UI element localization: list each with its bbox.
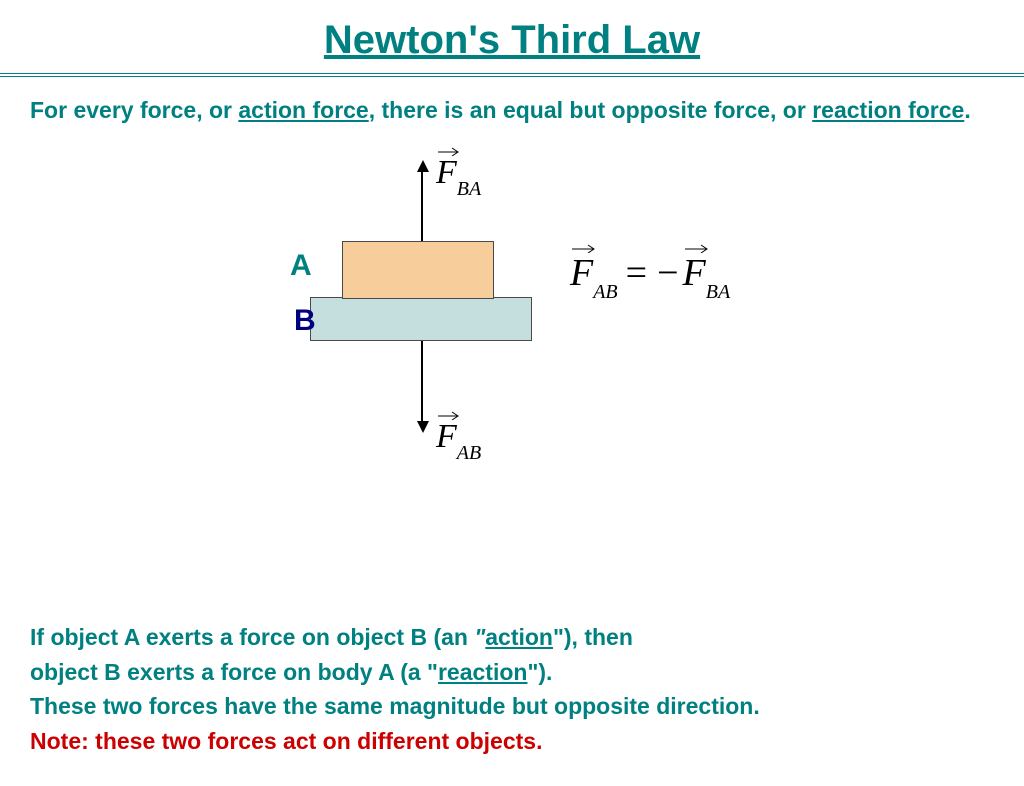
eq-F2: F: [683, 252, 706, 294]
title-divider: [0, 73, 1024, 77]
intro-paragraph: For every force, or action force, there …: [30, 95, 994, 126]
l2b: ").: [527, 659, 552, 685]
line2: object B exerts a force on body A (a "re…: [30, 655, 994, 690]
equation: FAB=−FBA: [570, 251, 730, 300]
eq-sub-ba: BA: [706, 281, 730, 303]
force-sub-ab: AB: [457, 442, 481, 464]
eq-sub-ab: AB: [593, 281, 617, 303]
l2a: object B exerts a force on body A (a ": [30, 659, 438, 685]
label-a: A: [290, 249, 312, 283]
line3: These two forces have the same magnitude…: [30, 689, 994, 724]
diagram: A B FBA FAB FAB=−FBA: [0, 136, 1024, 466]
bottom-text: If object A exerts a force on object B (…: [30, 620, 994, 758]
l2-reaction: reaction: [438, 659, 527, 685]
line4-note: Note: these two forces act on different …: [30, 724, 994, 759]
block-b: [310, 297, 532, 341]
page-title: Newton's Third Law: [0, 18, 1024, 63]
eq-equals: =: [618, 252, 655, 294]
eq-F1: F: [570, 252, 593, 294]
l1q1: ": [474, 624, 485, 650]
force-label-fba: FBA: [436, 154, 481, 197]
label-b: B: [294, 304, 316, 338]
arrowhead-down-icon: [417, 421, 429, 433]
force-label-fab: FAB: [436, 418, 481, 461]
intro-pre: For every force, or: [30, 97, 238, 123]
intro-action-force: action force: [238, 97, 368, 123]
intro-mid: , there is an equal but opposite force, …: [369, 97, 812, 123]
intro-post: .: [964, 97, 970, 123]
line1: If object A exerts a force on object B (…: [30, 620, 994, 655]
l1-action: action: [485, 624, 553, 650]
eq-minus: −: [655, 252, 682, 294]
block-a: [342, 241, 494, 299]
l1a: If object A exerts a force on object B (…: [30, 624, 474, 650]
intro-reaction-force: reaction force: [812, 97, 964, 123]
arrowhead-up-icon: [417, 160, 429, 172]
force-F: F: [436, 154, 457, 191]
force-F: F: [436, 418, 457, 455]
force-sub-ba: BA: [457, 178, 481, 200]
l1b: "), then: [553, 624, 633, 650]
